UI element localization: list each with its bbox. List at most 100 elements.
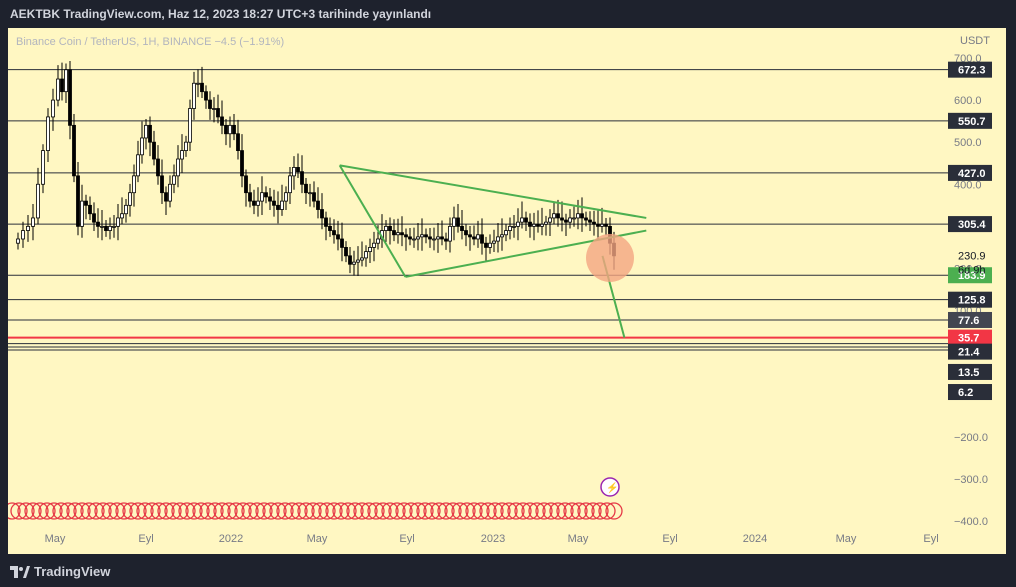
event-marker-icon[interactable] <box>556 502 574 520</box>
event-marker-icon[interactable] <box>24 502 42 520</box>
event-marker-icon[interactable] <box>591 502 609 520</box>
event-marker-icon[interactable] <box>129 502 147 520</box>
event-marker-icon[interactable] <box>59 502 77 520</box>
candle-body <box>100 225 104 228</box>
event-marker-icon[interactable] <box>353 502 371 520</box>
event-marker-icon[interactable] <box>157 502 175 520</box>
event-marker-icon[interactable] <box>213 502 231 520</box>
event-marker-icon[interactable] <box>276 502 294 520</box>
candle-body <box>104 225 108 231</box>
event-marker-icon[interactable] <box>255 502 273 520</box>
event-marker-icon[interactable] <box>178 502 196 520</box>
event-marker-icon[interactable] <box>52 502 70 520</box>
event-marker-icon[interactable] <box>598 502 616 520</box>
event-marker-icon[interactable] <box>339 502 357 520</box>
event-marker-icon[interactable] <box>416 502 434 520</box>
event-marker-icon[interactable] <box>388 502 406 520</box>
event-marker-icon[interactable] <box>458 502 476 520</box>
event-marker-icon[interactable] <box>381 502 399 520</box>
event-marker-icon[interactable] <box>199 502 217 520</box>
event-marker-icon[interactable] <box>283 502 301 520</box>
event-marker-icon[interactable] <box>451 502 469 520</box>
event-marker-icon[interactable] <box>486 502 504 520</box>
chart-area[interactable]: Binance Coin / TetherUS, 1H, BINANCE −4.… <box>3 28 1006 554</box>
event-marker-icon[interactable] <box>150 502 168 520</box>
event-marker-icon[interactable] <box>430 502 448 520</box>
event-marker-icon[interactable] <box>521 502 539 520</box>
event-marker-icon[interactable] <box>248 502 266 520</box>
event-marker-icon[interactable] <box>528 502 546 520</box>
event-marker-icon[interactable] <box>108 502 126 520</box>
event-marker-icon[interactable] <box>164 502 182 520</box>
event-marker-icon[interactable] <box>563 502 581 520</box>
event-marker-icon[interactable] <box>514 502 532 520</box>
lightning-event-icon[interactable] <box>600 477 620 497</box>
trend-line[interactable] <box>339 164 647 219</box>
event-marker-icon[interactable] <box>45 502 63 520</box>
currency-label: USDT <box>960 35 990 47</box>
event-marker-icon[interactable] <box>115 502 133 520</box>
event-marker-icon[interactable] <box>549 502 567 520</box>
event-marker-icon[interactable] <box>241 502 259 520</box>
event-marker-icon[interactable] <box>472 502 490 520</box>
event-marker-icon[interactable] <box>143 502 161 520</box>
event-marker-icon[interactable] <box>465 502 483 520</box>
event-marker-icon[interactable] <box>136 502 154 520</box>
event-marker-icon[interactable] <box>192 502 210 520</box>
event-marker-icon[interactable] <box>332 502 350 520</box>
time-tick-label: 2022 <box>219 533 243 545</box>
event-marker-icon[interactable] <box>185 502 203 520</box>
event-marker-icon[interactable] <box>80 502 98 520</box>
event-marker-icon[interactable] <box>122 502 140 520</box>
event-marker-icon[interactable] <box>367 502 385 520</box>
event-marker-icon[interactable] <box>542 502 560 520</box>
event-marker-icon[interactable] <box>73 502 91 520</box>
event-marker-icon[interactable] <box>66 502 84 520</box>
event-marker-icon[interactable] <box>234 502 252 520</box>
event-marker-icon[interactable] <box>535 502 553 520</box>
event-marker-icon[interactable] <box>171 502 189 520</box>
event-marker-icon[interactable] <box>423 502 441 520</box>
event-marker-icon[interactable] <box>290 502 308 520</box>
candle-body <box>588 219 592 223</box>
event-marker-icon[interactable] <box>17 502 35 520</box>
candle-body <box>360 257 364 261</box>
event-marker-icon[interactable] <box>227 502 245 520</box>
event-marker-icon[interactable] <box>297 502 315 520</box>
event-marker-icon[interactable] <box>101 502 119 520</box>
event-marker-icon[interactable] <box>584 502 602 520</box>
event-marker-icon[interactable] <box>38 502 56 520</box>
footer-bar: TradingView <box>0 556 1016 587</box>
event-marker-icon[interactable] <box>346 502 364 520</box>
event-marker-icon[interactable] <box>437 502 455 520</box>
trend-line[interactable] <box>338 164 407 278</box>
event-marker-icon[interactable] <box>507 502 525 520</box>
event-marker-icon[interactable] <box>500 502 518 520</box>
event-marker-icon[interactable] <box>94 502 112 520</box>
event-marker-icon[interactable] <box>577 502 595 520</box>
event-marker-icon[interactable] <box>493 502 511 520</box>
candlestick-chart[interactable]: Binance Coin / TetherUS, 1H, BINANCE −4.… <box>3 28 1006 554</box>
event-marker-icon[interactable] <box>269 502 287 520</box>
event-marker-icon[interactable] <box>311 502 329 520</box>
event-marker-icon[interactable] <box>444 502 462 520</box>
event-marker-icon[interactable] <box>479 502 497 520</box>
event-marker-icon[interactable] <box>206 502 224 520</box>
event-marker-icon[interactable] <box>318 502 336 520</box>
candle-body <box>400 232 404 236</box>
event-marker-icon[interactable] <box>31 502 49 520</box>
event-marker-icon[interactable] <box>395 502 413 520</box>
event-marker-icon[interactable] <box>374 502 392 520</box>
event-marker-icon[interactable] <box>409 502 427 520</box>
event-marker-icon[interactable] <box>220 502 238 520</box>
event-marker-icon[interactable] <box>402 502 420 520</box>
event-marker-icon[interactable] <box>570 502 588 520</box>
event-marker-icon[interactable] <box>304 502 322 520</box>
event-marker-icon[interactable] <box>605 502 623 520</box>
event-marker-icon[interactable] <box>10 502 28 520</box>
event-marker-icon[interactable] <box>360 502 378 520</box>
event-marker-icon[interactable] <box>262 502 280 520</box>
event-marker-icon[interactable] <box>325 502 343 520</box>
candle-body <box>108 225 112 231</box>
event-marker-icon[interactable] <box>87 502 105 520</box>
